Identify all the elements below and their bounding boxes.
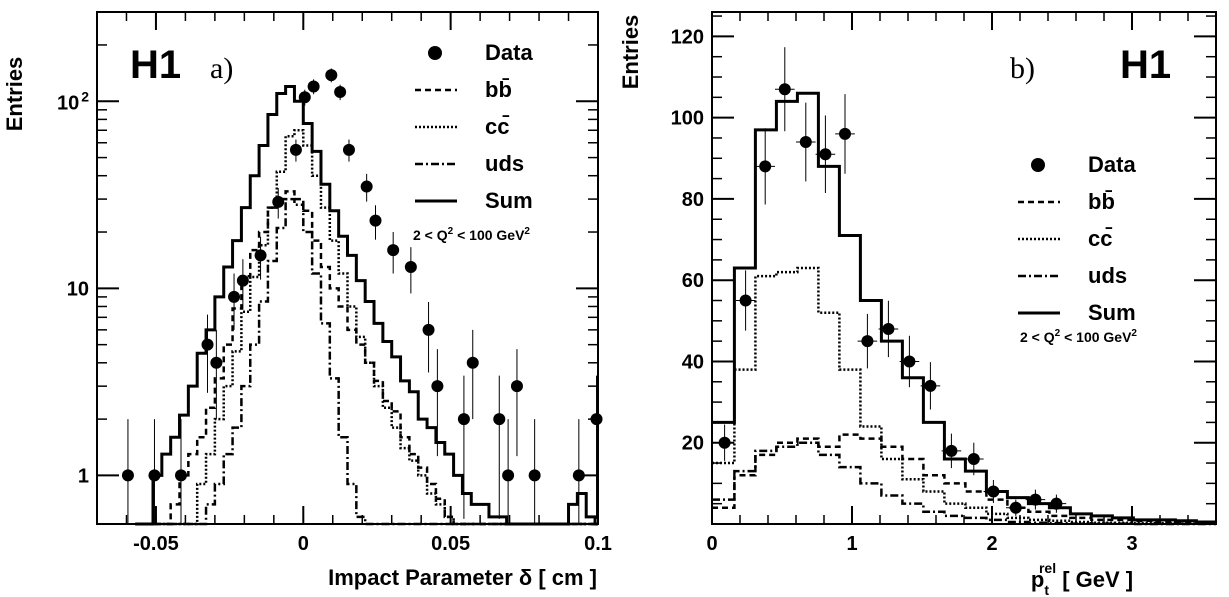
legend-label: cc̄ [1088,226,1113,251]
data-point [510,380,523,393]
data-point [799,136,812,149]
legend-label: Data [485,40,533,65]
data-point [739,294,752,307]
y-axis-label-a: Entries [2,57,27,132]
legend-label: cc̄ [485,114,510,139]
data-point [903,355,916,368]
data-point [298,91,311,104]
data-point [431,380,444,393]
x-tick-label: 0.1 [584,533,612,555]
data-point [201,338,214,351]
legend-label: bb̄ [485,77,512,102]
legend-a: Data bb̄ cc̄ uds Sum [415,40,533,213]
data-point [1029,493,1042,506]
data-point [1050,497,1063,510]
x-tick-label: 3 [1126,533,1137,555]
legend-marker [428,46,442,60]
data-point [342,143,355,156]
y-tick-label: 1 [78,465,89,487]
data-point [387,244,400,257]
x-axis-label-b: ptrel [ GeV ] [1031,560,1133,597]
y-tick-label: 120 [671,26,704,48]
data-point [945,444,958,457]
panel-a: -0.05 0 0.05 0.1 1 10 10 2 Entries Impact Param… [2,11,612,590]
x-axis-label-a: Impact Parameter δ [ cm ] [328,565,597,590]
histogram-bb [712,433,1216,525]
data-point [228,290,241,303]
axis-ticks-b: 0 1 2 3 20 40 60 80 100 120 [671,12,1217,555]
legend-marker [1031,158,1045,172]
data-point [148,469,161,482]
y-tick-label: 20 [682,433,704,455]
data-point [360,180,373,193]
data-point [457,413,470,426]
experiment-label-b: H1 [1120,43,1171,87]
data-point [325,69,338,82]
data-point [272,195,285,208]
y-tick-label: 10 2 [57,88,89,114]
data-point [289,143,302,156]
legend-label: Sum [1088,300,1136,325]
axis-ticks-a: -0.05 0 0.05 0.1 1 10 10 2 [57,12,612,555]
x-tick-label: 0.05 [431,533,470,555]
y-axis-label-b: Entries [618,15,643,90]
histogram-sum [712,91,1216,524]
data-point [502,469,515,482]
histogram-bb [135,190,598,526]
panel-b: 0 1 2 3 20 40 60 80 100 120 Entries ptrel [ GeV ]… [618,11,1217,597]
q2-cut-label-b: 2 < Q2 < 100 GeV2 [1020,328,1137,345]
data-point [967,452,980,465]
data-point [819,148,832,161]
y-tick-label: 10 [67,278,89,300]
data-point [422,323,435,336]
data-point [174,469,187,482]
panel-label-b: b) [1010,52,1035,85]
x-tick-label: -0.05 [133,533,179,555]
legend-label: uds [1088,263,1127,288]
histograms-a [135,84,598,526]
histogram-uds [135,197,598,526]
y-tick-label: 80 [682,189,704,211]
x-tick-label: 1 [846,533,857,555]
data-point [778,83,791,96]
y-tick-label: 100 [671,108,704,130]
data-points-b [714,47,1067,516]
histogram-sum [135,84,598,526]
legend-label: Sum [485,188,533,213]
x-tick-label: 0 [706,533,717,555]
experiment-label-a: H1 [130,43,181,87]
data-point [404,261,417,274]
data-point [924,379,937,392]
data-point [493,413,506,426]
x-tick-label: 0 [298,533,309,555]
y-tick-label: 60 [682,270,704,292]
q2-cut-label-a: 2 < Q2 < 100 GeV2 [413,226,530,243]
data-point [369,214,382,227]
legend-label: bb̄ [1088,189,1115,214]
data-point [882,322,895,335]
data-point [987,485,1000,498]
panel-label-a: a) [210,52,233,85]
data-point [861,335,874,348]
x-tick-label: 2 [986,533,997,555]
data-point [210,356,223,369]
data-point [236,274,249,287]
histogram-cc [712,266,1216,525]
data-point [307,80,320,93]
legend-label: uds [485,151,524,176]
data-point [839,127,851,140]
y-tick-label: 40 [682,351,704,373]
data-point [254,249,267,262]
data-point [121,469,134,482]
data-point [759,160,772,173]
data-point [1009,501,1022,514]
legend-b: Data bb̄ cc̄ uds Sum [1018,152,1136,325]
data-point [528,469,541,482]
data-point [334,86,347,99]
plot-frame-a [96,11,599,525]
data-point [466,356,479,369]
legend-label: Data [1088,152,1136,177]
data-points-a [121,68,603,524]
